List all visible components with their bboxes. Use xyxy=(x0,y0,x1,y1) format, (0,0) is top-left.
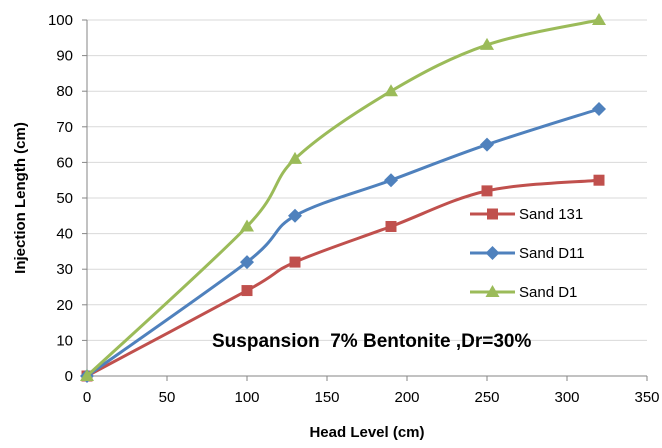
axes xyxy=(82,19,648,381)
y-tick-label-40: 40 xyxy=(56,226,73,243)
data-point-sand-131-4 xyxy=(481,185,493,197)
y-tick-label-80: 80 xyxy=(56,83,73,100)
x-axis-title: Head Level (cm) xyxy=(309,424,424,441)
series-line-sand-131 xyxy=(86,178,600,378)
x-tick-label-0: 0 xyxy=(83,389,91,406)
x-tick-label-150: 150 xyxy=(314,389,339,406)
series-line-sand-d11 xyxy=(86,107,600,378)
legend-item-sand-d1: Sand D1 xyxy=(470,284,577,301)
x-tick-label-200: 200 xyxy=(394,389,419,406)
y-tick-label-50: 50 xyxy=(56,190,73,207)
data-point-sand-131-2 xyxy=(289,256,301,268)
legend-label-sand-d1: Sand D1 xyxy=(519,284,577,301)
y-tick-label-20: 20 xyxy=(56,297,73,314)
y-tick-label-30: 30 xyxy=(56,261,73,278)
data-point-sand-d1-3 xyxy=(384,84,398,97)
series-sand-d1 xyxy=(80,13,606,381)
data-point-sand-d11-3 xyxy=(384,173,398,188)
x-tick-label-50: 50 xyxy=(159,389,176,406)
series-line-sand-d1 xyxy=(85,18,600,378)
data-point-sand-d11-5 xyxy=(592,102,606,116)
x-tick-label-300: 300 xyxy=(554,389,579,406)
data-point-sand-d11-4 xyxy=(480,137,494,152)
data-point-sand-131-3 xyxy=(385,220,397,232)
data-point-sand-d1-1 xyxy=(240,219,254,232)
legend: Sand 131 Sand D11 Sand D1 xyxy=(470,206,585,301)
x-tick-label-100: 100 xyxy=(234,389,259,406)
y-axis-title: Injection Length (cm) xyxy=(12,122,29,274)
data-point-sand-d1-5 xyxy=(592,13,606,25)
data-point-sand-131-1 xyxy=(241,285,253,297)
legend-label-sand-d11: Sand D11 xyxy=(519,245,585,262)
x-tick-label-250: 250 xyxy=(474,389,499,406)
legend-marker-sand-d1 xyxy=(485,285,500,297)
legend-item-sand-d11: Sand D11 xyxy=(470,245,585,262)
y-tick-label-100: 100 xyxy=(48,12,73,29)
y-tick-label-0: 0 xyxy=(65,368,73,385)
series-group xyxy=(80,13,606,383)
legend-label-sand-131: Sand 131 xyxy=(519,206,583,223)
y-tick-label-90: 90 xyxy=(56,48,73,65)
legend-marker-sand-131 xyxy=(487,208,498,220)
y-tick-label-60: 60 xyxy=(56,154,73,171)
legend-item-sand-131: Sand 131 xyxy=(470,206,583,223)
data-point-sand-d11-1 xyxy=(240,255,254,270)
legend-marker-sand-d11 xyxy=(485,246,500,260)
data-point-sand-131-5 xyxy=(593,174,605,186)
tick-labels: 0 10 20 30 40 50 60 70 80 90 100 0 50 100 150 200 250 300… xyxy=(48,12,660,406)
data-point-sand-d1-0 xyxy=(80,369,94,381)
chart-annotation: Suspansion 7% Bentonite ,Dr=30% xyxy=(212,331,531,352)
gridlines xyxy=(87,19,647,341)
data-point-sand-d11-2 xyxy=(288,208,302,223)
data-point-sand-d1-2 xyxy=(288,151,302,164)
y-tick-label-10: 10 xyxy=(56,332,73,349)
data-point-sand-d1-4 xyxy=(480,37,494,50)
y-tick-label-70: 70 xyxy=(56,119,73,136)
x-tick-label-350: 350 xyxy=(634,389,659,406)
